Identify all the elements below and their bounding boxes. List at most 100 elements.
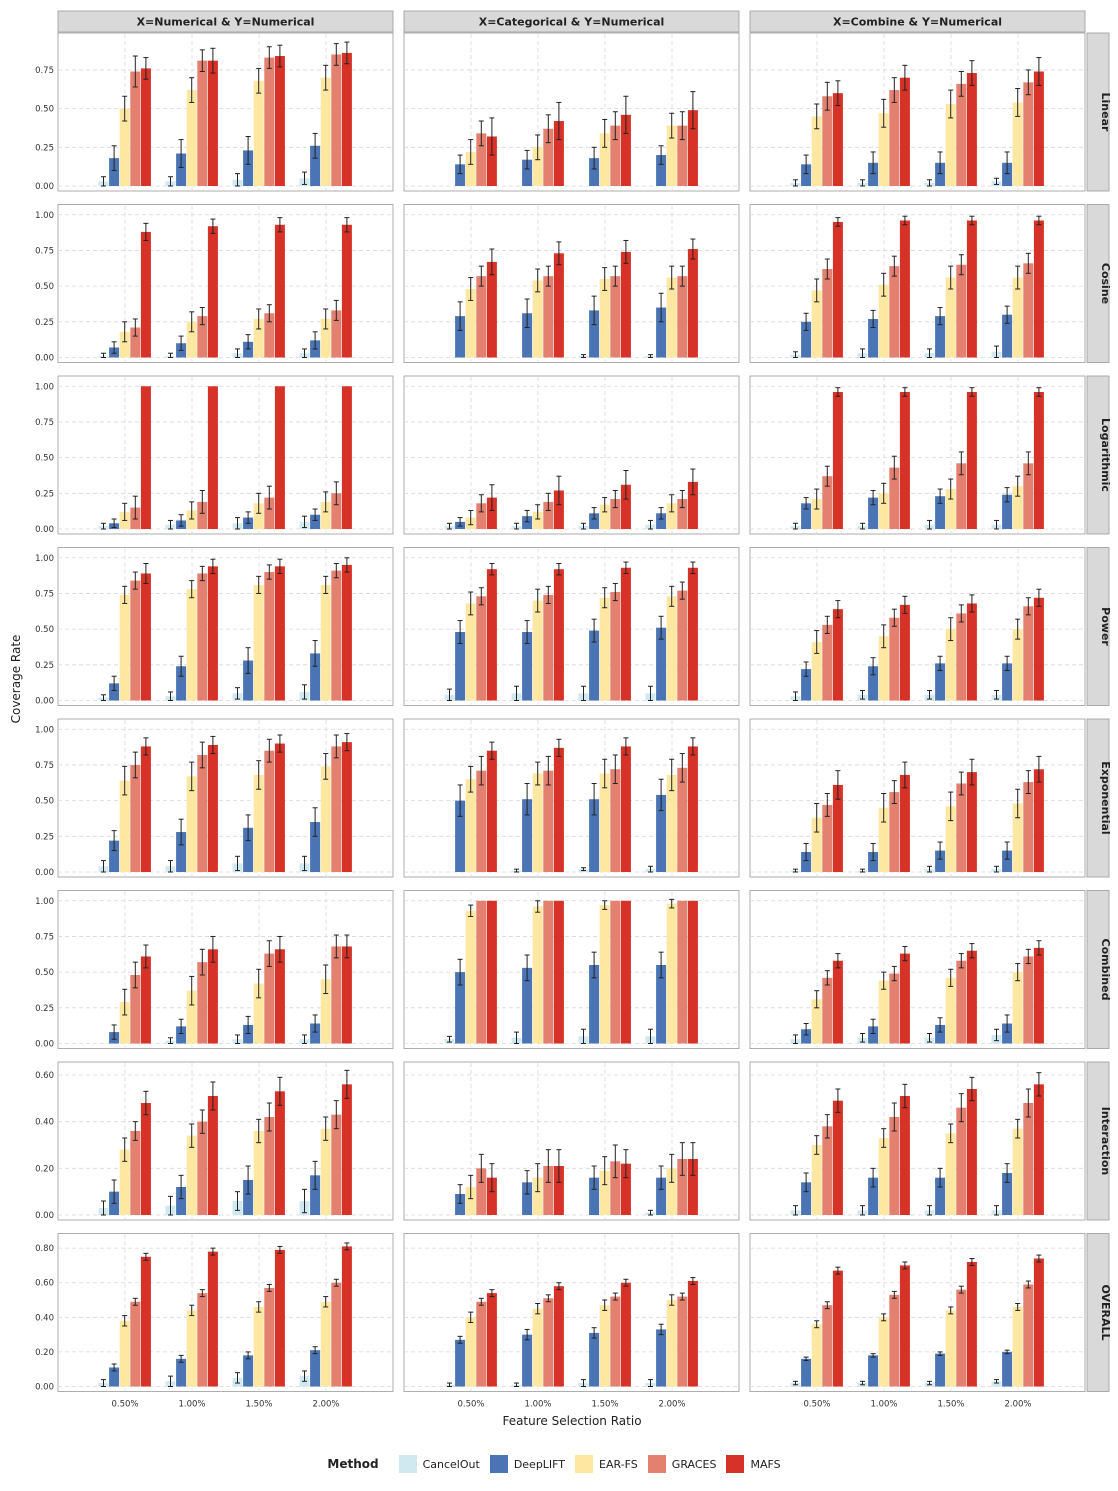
bar-ear-fs (119, 1320, 130, 1387)
bar-graces (677, 1296, 688, 1387)
bar-graces (264, 57, 275, 186)
y-tick-label: 0.50 (35, 282, 54, 292)
bar-deeplift (176, 1358, 187, 1387)
bar-graces (610, 499, 621, 529)
bar-deeplift (656, 307, 667, 358)
bar-graces (889, 90, 900, 186)
bar-mafs (140, 573, 151, 701)
bar-graces (610, 1296, 621, 1387)
y-tick-label: 0.00 (35, 868, 54, 878)
bar-graces (956, 1107, 967, 1215)
y-tick-label: 0.60 (35, 1279, 54, 1289)
bar-ear-fs (878, 636, 889, 701)
bar-graces (956, 463, 967, 529)
bar-mafs (966, 220, 977, 358)
y-tick-label: 0.75 (35, 761, 54, 771)
bar-ear-fs (320, 584, 331, 701)
bar-deeplift (1002, 314, 1013, 358)
legend-item-cancelout: CancelOut (398, 1455, 480, 1473)
bar-ear-fs (599, 504, 610, 529)
bar-deeplift (109, 840, 120, 872)
bar-mafs (899, 77, 910, 186)
bar-graces (822, 977, 833, 1044)
bar-deeplift (1002, 1351, 1013, 1387)
y-tick-label: 0.75 (35, 418, 54, 428)
bar-deeplift (1002, 1023, 1013, 1044)
bar-deeplift (868, 162, 879, 186)
bar-mafs (832, 391, 843, 529)
bar-ear-fs (186, 589, 197, 701)
bar-ear-fs (811, 641, 822, 701)
bar-graces (822, 476, 833, 529)
bar-ear-fs (253, 774, 264, 872)
bar-mafs (207, 226, 218, 358)
bar-graces (130, 974, 141, 1044)
bar-deeplift (176, 832, 187, 872)
bar-deeplift (522, 631, 533, 701)
bar-mafs (899, 1265, 910, 1387)
bar-graces (543, 594, 554, 701)
bar-mafs (687, 1159, 698, 1215)
bar-ear-fs (878, 1138, 889, 1215)
bar-ear-fs (465, 603, 476, 701)
bar-deeplift (176, 1026, 187, 1044)
bar-ear-fs (253, 80, 264, 186)
bar-deeplift (801, 1029, 812, 1044)
y-tick-label: 0.75 (35, 589, 54, 599)
bar-deeplift (310, 653, 321, 701)
bar-mafs (274, 56, 285, 186)
bar-mafs (899, 220, 910, 358)
bar-graces (889, 792, 900, 872)
bar-ear-fs (253, 1306, 264, 1387)
bar-graces (130, 1131, 141, 1215)
bar-mafs (899, 391, 910, 529)
bar-graces (889, 1294, 900, 1387)
bar-mafs (899, 1096, 910, 1215)
y-tick-label: 0.50 (35, 625, 54, 635)
x-tick-label: 0.50% (457, 1400, 484, 1410)
bar-mafs (832, 1270, 843, 1387)
bar-mafs (486, 569, 497, 701)
bar-mafs (553, 900, 564, 1044)
bar-deeplift (522, 1182, 533, 1215)
bar-mafs (140, 68, 151, 186)
bar-deeplift (935, 496, 946, 529)
bar-mafs (620, 484, 631, 529)
bar-graces (197, 754, 208, 872)
bar-deeplift (310, 1175, 321, 1215)
bar-deeplift (801, 503, 812, 529)
bar-deeplift (243, 660, 254, 701)
y-tick-label: 0.25 (35, 143, 54, 153)
row-strip (1086, 32, 1110, 192)
bar-graces (889, 467, 900, 529)
y-tick-label: 0.00 (35, 1383, 54, 1393)
bar-graces (264, 572, 275, 701)
bar-mafs (832, 93, 843, 186)
bar-graces (1023, 1103, 1034, 1215)
bar-deeplift (589, 630, 600, 701)
bar-mafs (1033, 597, 1044, 701)
bar-graces (331, 493, 342, 529)
bar-graces (331, 310, 342, 358)
bar-ear-fs (666, 1300, 677, 1387)
bar-ear-fs (532, 1308, 543, 1387)
legend-swatch (398, 1455, 417, 1473)
bar-deeplift (109, 683, 120, 701)
bar-graces (331, 946, 342, 1044)
bar-graces (1023, 1284, 1034, 1387)
bar-graces (677, 125, 688, 186)
bar-mafs (553, 490, 564, 529)
bar-mafs (553, 569, 564, 701)
bar-deeplift (243, 1024, 254, 1044)
x-tick-label: 2.00% (312, 1400, 339, 1410)
bar-mafs (207, 386, 218, 529)
bar-mafs (341, 1246, 352, 1387)
bar-graces (476, 900, 487, 1044)
bar-graces (543, 1166, 554, 1215)
bar-deeplift (656, 627, 667, 701)
bar-ear-fs (878, 807, 889, 872)
bar-ear-fs (465, 151, 476, 186)
bar-mafs (486, 750, 497, 872)
bar-mafs (341, 1084, 352, 1215)
bar-ear-fs (119, 108, 130, 186)
